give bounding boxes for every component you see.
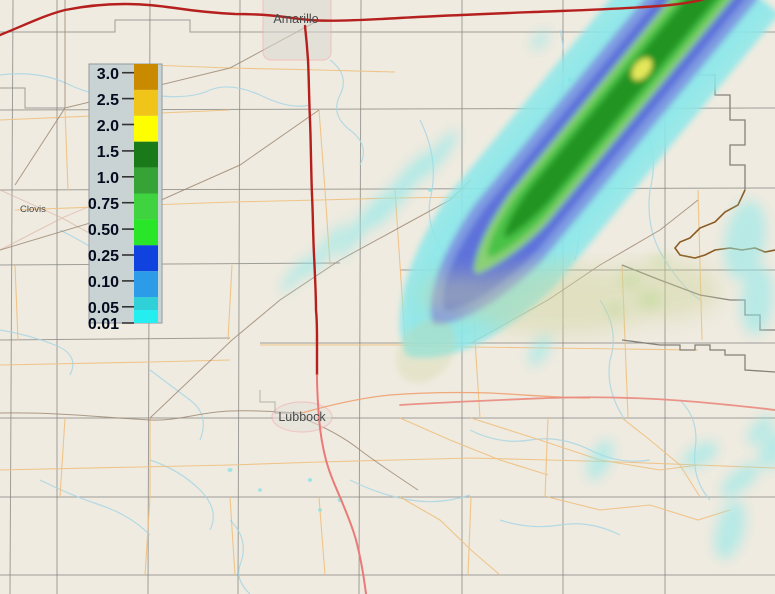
- svg-text:1.0: 1.0: [97, 170, 119, 187]
- svg-text:0.10: 0.10: [88, 274, 119, 291]
- svg-text:Clovis: Clovis: [20, 204, 46, 215]
- svg-text:0.50: 0.50: [88, 222, 119, 239]
- svg-text:Lubbock: Lubbock: [278, 410, 326, 424]
- svg-text:2.0: 2.0: [97, 118, 119, 135]
- svg-text:1.5: 1.5: [97, 144, 119, 161]
- svg-text:0.05: 0.05: [88, 300, 119, 317]
- svg-text:Amarillo: Amarillo: [273, 12, 318, 26]
- svg-text:2.5: 2.5: [97, 92, 119, 109]
- svg-text:0.75: 0.75: [88, 196, 119, 213]
- svg-text:3.0: 3.0: [97, 66, 119, 83]
- svg-text:0.01: 0.01: [88, 316, 119, 333]
- svg-text:0.25: 0.25: [88, 248, 119, 265]
